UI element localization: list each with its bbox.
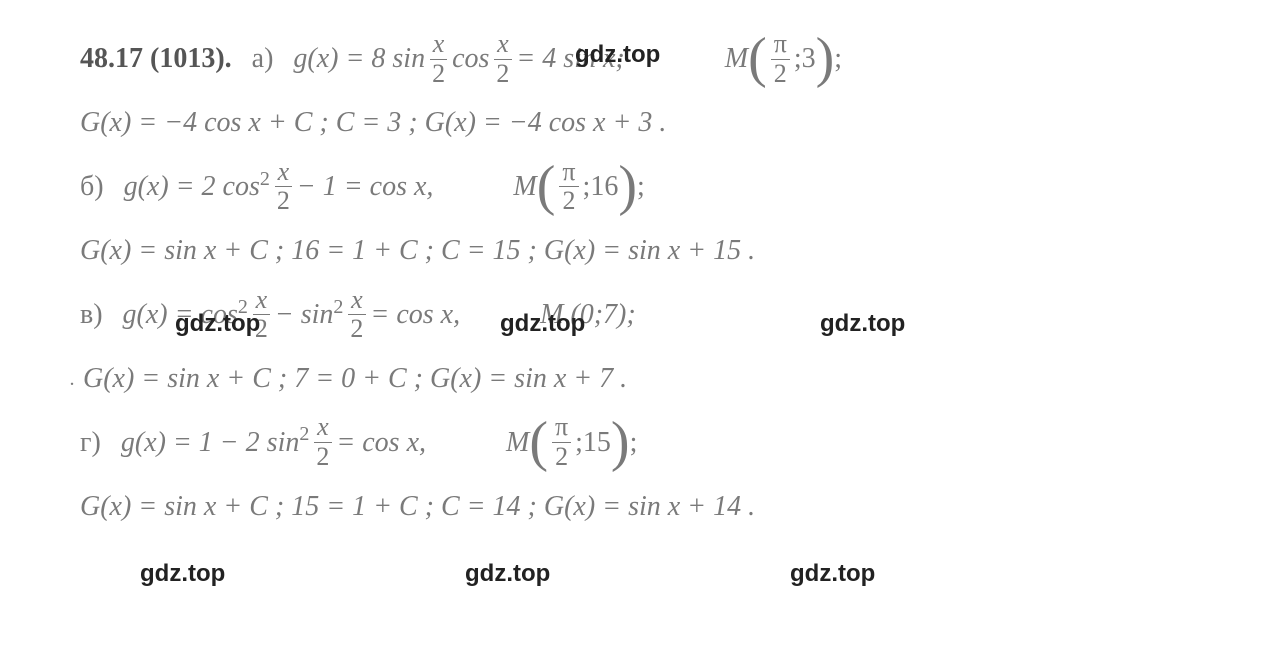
point-m-b: M [513, 170, 536, 204]
lparen: ( [748, 42, 767, 76]
part-b-line2: G(x) = sin x + C ; 16 = 1 + C ; C = 15 ;… [80, 234, 1193, 268]
part-a-line2: G(x) = −4 cos x + C ; C = 3 ; G(x) = −4 … [80, 106, 1193, 140]
mid-v1: − sin [275, 298, 334, 332]
mid-g: = cos x, [336, 426, 426, 460]
label-b: б) [80, 170, 104, 204]
frac-gm: π 2 [552, 413, 571, 471]
mid-a1: cos [452, 42, 489, 76]
sup-g: 2 [299, 422, 309, 446]
watermark-text: gdz.top [820, 310, 905, 338]
func-g: g(x) = 1 − 2 sin [121, 426, 300, 460]
rparen: ) [816, 42, 835, 76]
part-g-line1: г) g(x) = 1 − 2 sin 2 x 2 = cos x, M ( π… [80, 413, 1193, 471]
frac-bm: π 2 [559, 158, 578, 216]
watermark-text: gdz.top [500, 310, 585, 338]
func-b: g(x) = 2 cos [124, 170, 260, 204]
mid-b: − 1 = cos x, [297, 170, 434, 204]
func-a: g(x) = 8 sin [293, 42, 425, 76]
frac-b: x 2 [274, 158, 293, 216]
sup-v2: 2 [333, 295, 343, 319]
point-m-a: M [725, 42, 748, 76]
part-v-line2: . G(x) = sin x + C ; 7 = 0 + C ; G(x) = … [70, 362, 1193, 396]
label-a: а) [252, 42, 274, 76]
m-sec-a: ;3 [794, 42, 816, 76]
mid-v2: = cos x, [370, 298, 460, 332]
rparen-b: ) [618, 170, 637, 204]
m-sec-b: ;16 [583, 170, 619, 204]
lparen-g: ( [529, 426, 548, 460]
point-m-g: M [506, 426, 529, 460]
watermark-text: gdz.top [140, 560, 225, 588]
watermark-text: gdz.top [175, 310, 260, 338]
m-sec-g: ;15 [575, 426, 611, 460]
part-g-line2: G(x) = sin x + C ; 15 = 1 + C ; C = 14 ;… [80, 490, 1193, 524]
frac-am: π 2 [771, 30, 790, 88]
frac-a1: x 2 [429, 30, 448, 88]
rparen-g: ) [611, 426, 630, 460]
label-g: г) [80, 426, 101, 460]
watermark-text: gdz.top [790, 560, 875, 588]
frac-v2: x 2 [347, 286, 366, 344]
sup-b: 2 [260, 167, 270, 191]
part-b-line1: б) g(x) = 2 cos 2 x 2 − 1 = cos x, M ( π… [80, 158, 1193, 216]
math-document: 48.17 (1013). а) g(x) = 8 sin x 2 cos x … [0, 0, 1273, 571]
watermark-text: gdz.top [465, 560, 550, 588]
watermark-text: gdz.top [575, 41, 660, 69]
frac-g: x 2 [313, 413, 332, 471]
frac-a2: x 2 [493, 30, 512, 88]
problem-number: 48.17 (1013). [80, 42, 232, 76]
label-v: в) [80, 298, 103, 332]
lparen-b: ( [537, 170, 556, 204]
